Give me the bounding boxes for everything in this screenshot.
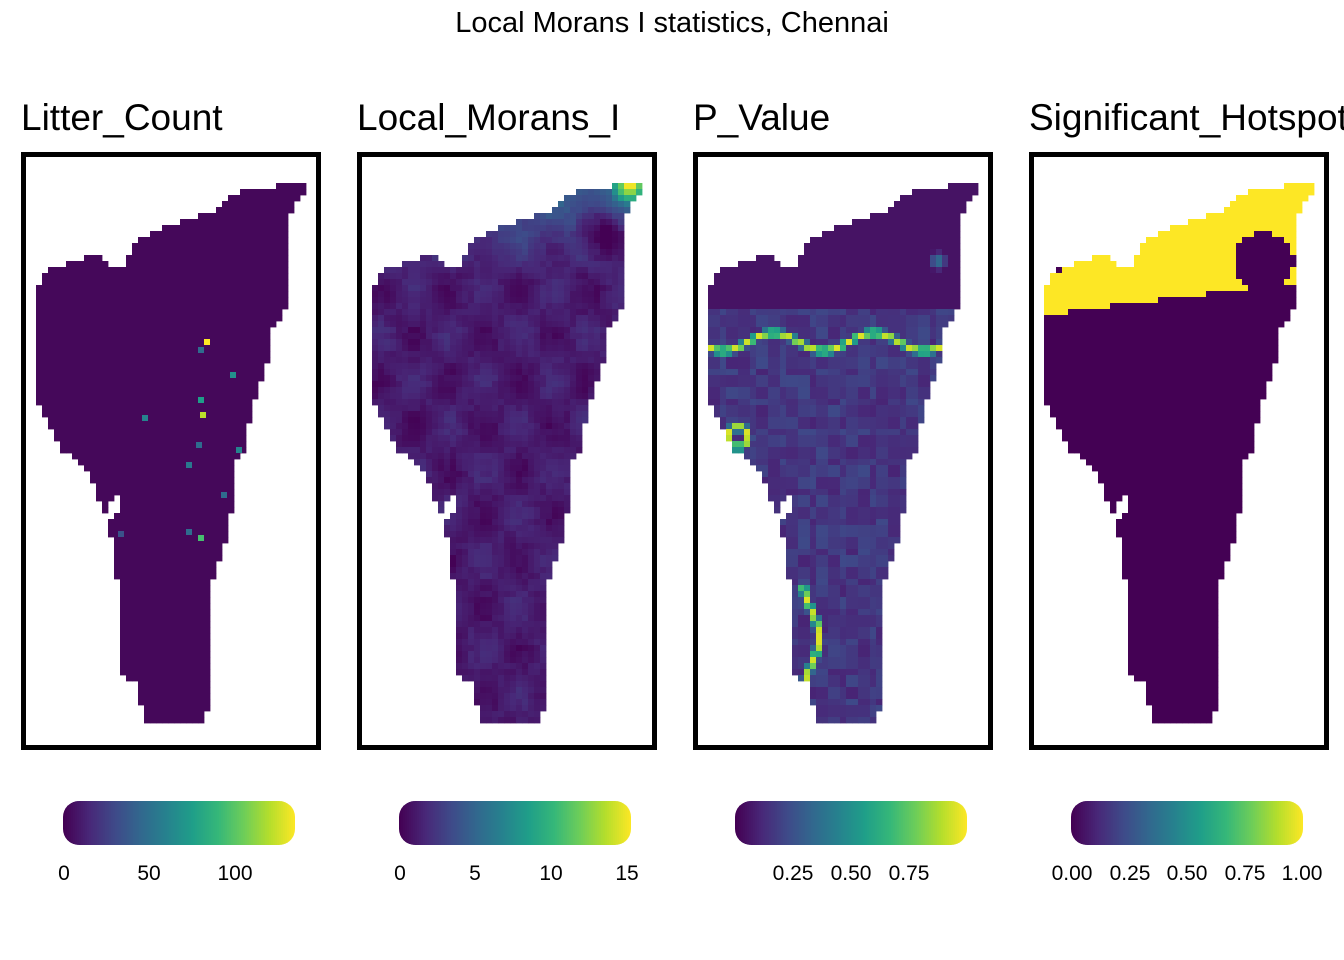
map-local-morans-i: [372, 183, 643, 724]
tick-label: 5: [469, 862, 481, 885]
tick-label: 50: [137, 862, 161, 885]
tick-label: 15: [615, 862, 639, 885]
colorbar-gradient: [63, 801, 295, 845]
litter-hotspot-cell: [198, 397, 204, 403]
tick-label: 0.75: [888, 862, 930, 885]
map-panel-litter-count: [21, 152, 321, 750]
litter-hotspot-cell: [186, 462, 192, 468]
litter-hotspot-cell: [142, 415, 148, 421]
map-panel-p-value: [693, 152, 993, 750]
litter-hotspot-cell: [186, 529, 192, 535]
tick-label: 0.50: [830, 862, 872, 885]
litter-hotspot-cell: [236, 447, 242, 453]
litter-hotspot-cell: [200, 412, 206, 418]
colorbar-gradient: [1071, 801, 1303, 845]
tick-label: 1.00: [1281, 862, 1323, 885]
panel-title-local-morans-i: Local_Morans_I: [357, 97, 621, 138]
colorbar-p-value: [735, 801, 967, 845]
litter-hotspot-cell: [198, 535, 204, 541]
tick-label: 0.75: [1224, 862, 1266, 885]
colorbar-gradient: [735, 801, 967, 845]
map-p-value: [708, 183, 979, 724]
tick-label: 0.00: [1051, 862, 1093, 885]
tick-label: 0: [58, 862, 70, 885]
tick-label: 0.25: [772, 862, 814, 885]
tick-label: 0: [394, 862, 406, 885]
map-significant-hotspot: [1044, 183, 1315, 724]
tick-label: 0.25: [1109, 862, 1151, 885]
litter-hotspot-cell: [198, 347, 204, 353]
tick-label: 10: [539, 862, 563, 885]
map-litter-count: [36, 183, 307, 724]
litter-hotspot-cell: [196, 442, 202, 448]
panel-title-litter-count: Litter_Count: [21, 97, 223, 138]
litter-hotspot-cell: [230, 372, 236, 378]
colorbar-litter-count: [63, 801, 295, 845]
chart-title: Local Morans I statistics, Chennai: [455, 7, 889, 39]
map-panel-significant-hotspot: [1029, 152, 1329, 750]
panel-title-p-value: P_Value: [693, 97, 831, 138]
colorbar-local-morans-i: [399, 801, 631, 845]
colorbar-gradient: [399, 801, 631, 845]
litter-hotspot-cell: [204, 339, 210, 345]
panel-title-significant-hotspot: Significant_Hotspot: [1029, 97, 1344, 138]
tick-label: 0.50: [1166, 862, 1208, 885]
litter-hotspot-cell: [221, 492, 227, 498]
tick-label: 100: [217, 862, 253, 885]
colorbar-significant-hotspot: [1071, 801, 1303, 845]
map-panel-local-morans-i: [357, 152, 657, 750]
litter-hotspot-cell: [118, 531, 124, 537]
